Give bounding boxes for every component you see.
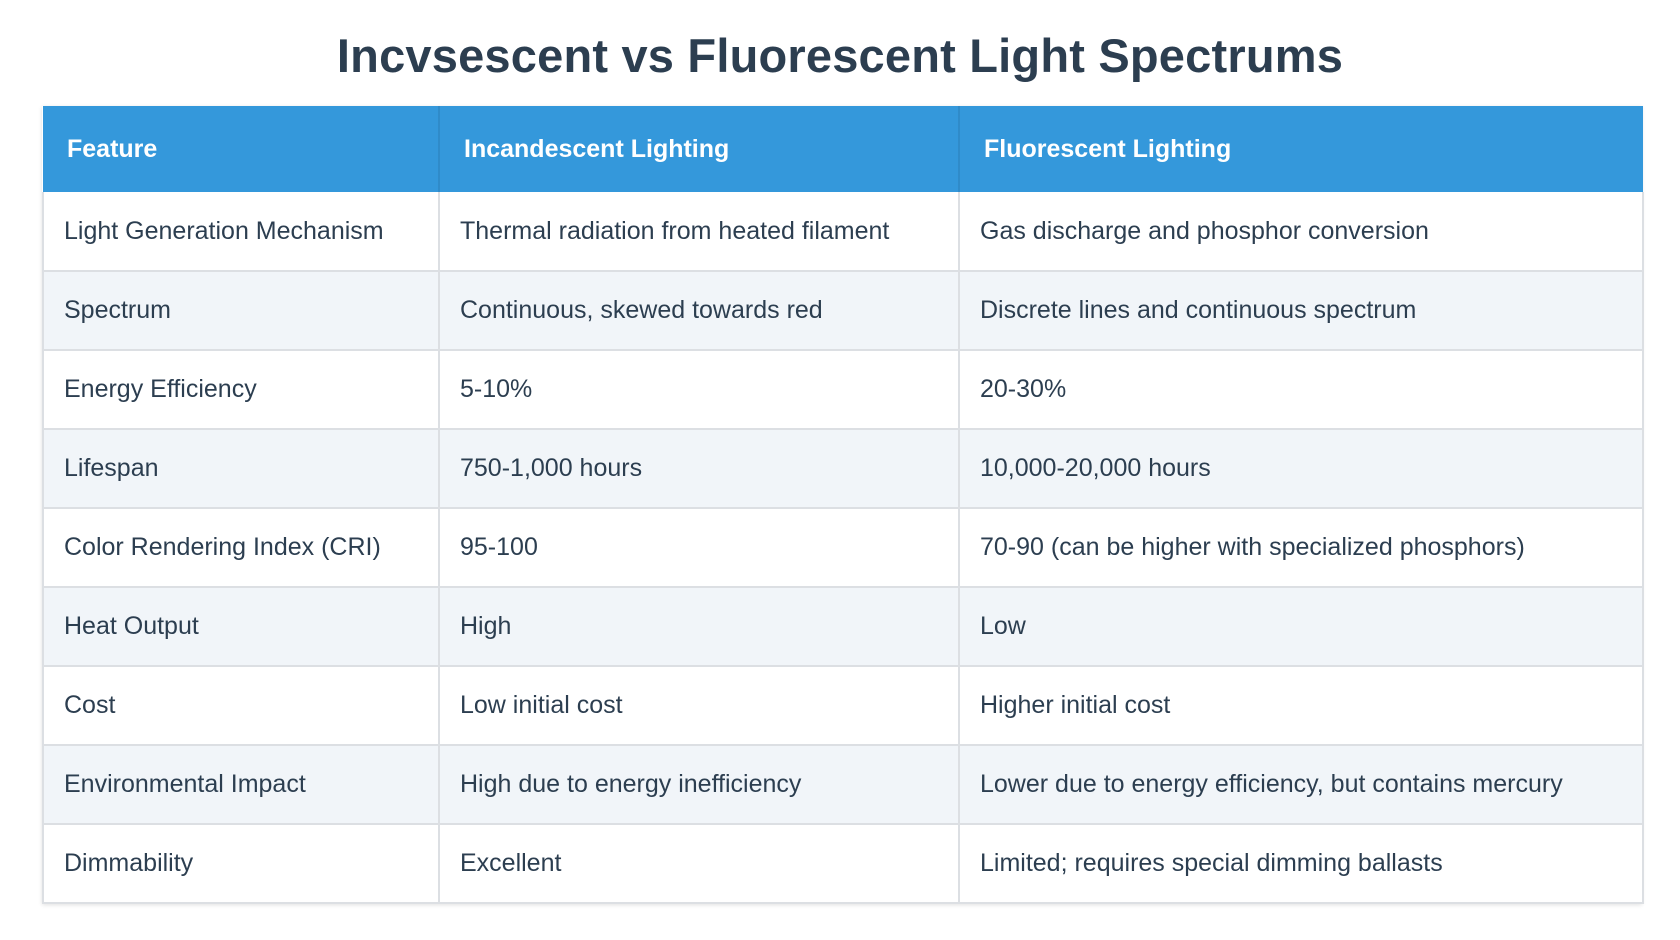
feature-cell: Heat Output (42, 587, 440, 667)
incandescent-cell: 5-10% (438, 350, 960, 430)
table-row: Spectrum Continuous, skewed towards red … (42, 271, 1644, 351)
fluorescent-cell: Low (958, 587, 1644, 667)
fluorescent-cell: Discrete lines and continuous spectrum (958, 271, 1644, 351)
header-incandescent: Incandescent Lighting (439, 106, 960, 192)
incandescent-cell: 750-1,000 hours (438, 429, 960, 509)
fluorescent-cell: Gas discharge and phosphor conversion (958, 192, 1644, 272)
table-row: Dimmability Excellent Limited; requires … (42, 824, 1644, 904)
fluorescent-cell: 10,000-20,000 hours (958, 429, 1644, 509)
table-row: Heat Output High Low (42, 587, 1644, 667)
feature-cell: Spectrum (42, 271, 440, 351)
table-row: Color Rendering Index (CRI) 95-100 70-90… (42, 508, 1644, 588)
table-row: Environmental Impact High due to energy … (42, 745, 1644, 825)
incandescent-cell: High (438, 587, 960, 667)
table-body: Light Generation Mechanism Thermal radia… (42, 192, 1644, 904)
feature-cell: Dimmability (42, 824, 440, 904)
incandescent-cell: Thermal radiation from heated filament (438, 192, 960, 272)
incandescent-cell: 95-100 (438, 508, 960, 588)
table-row: Energy Efficiency 5-10% 20-30% (42, 350, 1644, 430)
comparison-table-container: Feature Incandescent Lighting Fluorescen… (42, 106, 1644, 904)
header-row: Feature Incandescent Lighting Fluorescen… (43, 106, 1643, 192)
feature-cell: Environmental Impact (42, 745, 440, 825)
comparison-table: Feature Incandescent Lighting Fluorescen… (42, 106, 1644, 904)
page-title: Incvsescent vs Fluorescent Light Spectru… (336, 29, 1344, 82)
incandescent-cell: Excellent (438, 824, 960, 904)
incandescent-cell: Continuous, skewed towards red (438, 271, 960, 351)
header-fluorescent: Fluorescent Lighting (959, 106, 1643, 192)
fluorescent-cell: 70-90 (can be higher with specialized ph… (958, 508, 1644, 588)
table-row: Cost Low initial cost Higher initial cos… (42, 666, 1644, 746)
incandescent-cell: Low initial cost (438, 666, 960, 746)
incandescent-cell: High due to energy inefficiency (438, 745, 960, 825)
feature-cell: Cost (42, 666, 440, 746)
fluorescent-cell: 20-30% (958, 350, 1644, 430)
header-feature: Feature (43, 106, 440, 192)
fluorescent-cell: Higher initial cost (958, 666, 1644, 746)
table-row: Light Generation Mechanism Thermal radia… (42, 192, 1644, 272)
table-row: Lifespan 750-1,000 hours 10,000-20,000 h… (42, 429, 1644, 509)
fluorescent-cell: Limited; requires special dimming ballas… (958, 824, 1644, 904)
fluorescent-cell: Lower due to energy efficiency, but cont… (958, 745, 1644, 825)
feature-cell: Energy Efficiency (42, 350, 440, 430)
feature-cell: Lifespan (42, 429, 440, 509)
table-header: Feature Incandescent Lighting Fluorescen… (43, 106, 1643, 192)
feature-cell: Color Rendering Index (CRI) (42, 508, 440, 588)
feature-cell: Light Generation Mechanism (42, 192, 440, 272)
